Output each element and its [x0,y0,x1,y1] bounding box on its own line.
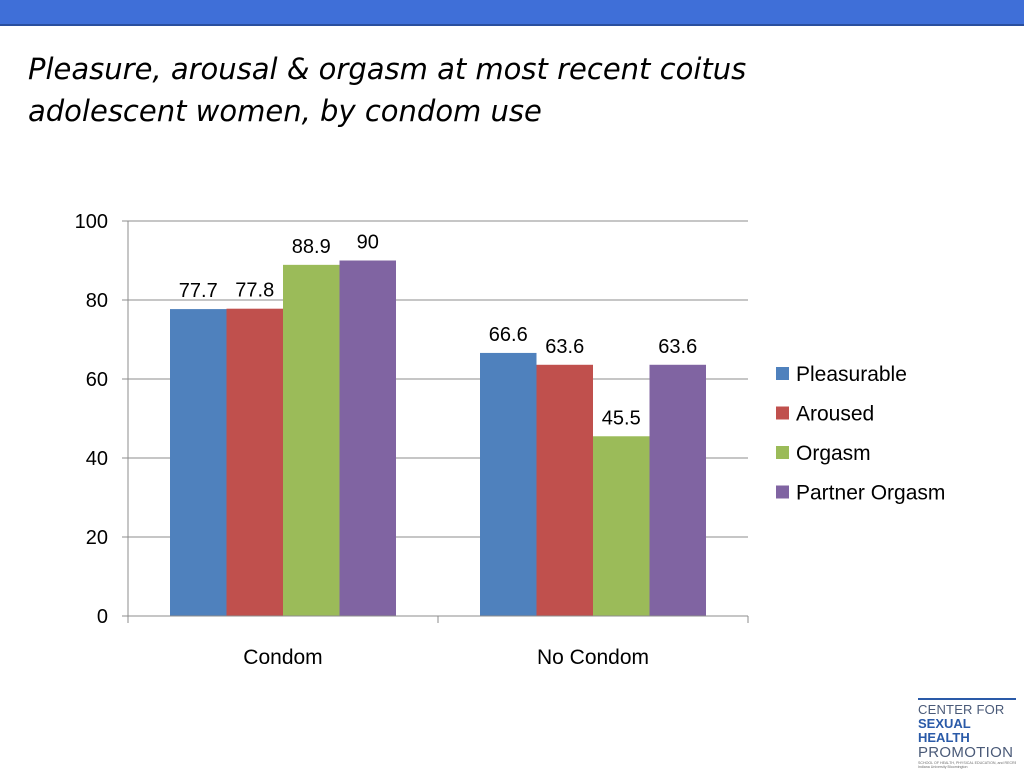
logo-subtitle-1: SCHOOL OF HEALTH, PHYSICAL EDUCATION, an… [918,761,1016,765]
legend-swatch-orgasm [776,446,789,459]
slide-title-line-2: adolescent women, by condom use [28,94,542,128]
y-tick-label-80: 80 [86,290,108,312]
bar-orgasm-condom [283,264,340,616]
data-label-aroused-no-condom: 63.6 [545,336,584,358]
bar-orgasm-no-condom [593,436,650,616]
y-tick-label-100: 100 [75,211,108,233]
data-label-aroused-condom: 77.8 [235,280,274,302]
slide-title: Pleasure, arousal & orgasm at most recen… [28,48,928,132]
bar-aroused-condom [226,308,283,616]
x-category-label-no-condom: No Condom [537,646,649,669]
y-tick-label-0: 0 [97,606,108,628]
legend-label-partner-orgasm: Partner Orgasm [796,482,945,505]
data-label-partner-orgasm-no-condom: 63.6 [658,336,697,358]
y-tick-label-60: 60 [86,369,108,391]
legend-label-orgasm: Orgasm [796,442,871,465]
legend-label-aroused: Aroused [796,403,874,426]
data-label-partner-orgasm-condom: 90 [357,232,379,254]
data-label-pleasurable-condom: 77.7 [179,280,218,302]
logo-line-3: PROMOTION [918,744,1014,761]
bar-pleasurable-condom [170,309,227,616]
legend-swatch-pleasurable [776,367,789,380]
data-label-pleasurable-no-condom: 66.6 [489,324,528,346]
slide-title-line-1: Pleasure, arousal & orgasm at most recen… [28,52,747,86]
y-tick-label-40: 40 [86,448,108,470]
header-bar [0,0,1024,26]
legend-swatch-aroused [776,406,789,420]
logo-line-2: SEXUAL HEALTH [918,716,971,745]
data-label-orgasm-no-condom: 45.5 [602,407,641,429]
logo-rule [918,698,1016,700]
logo-line-1: CENTER FOR [918,702,1005,717]
center-logo: CENTER FOR SEXUAL HEALTH PROMOTION SCHOO… [918,696,1016,769]
bar-aroused-no-condom [536,364,593,616]
bar-partner-orgasm-no-condom [649,364,706,616]
x-category-label-condom: Condom [243,646,322,669]
logo-subtitle-2: Indiana University Bloomington [918,765,968,769]
legend-swatch-partner-orgasm [776,485,789,499]
y-tick-label-20: 20 [86,527,108,549]
bar-pleasurable-no-condom [480,352,537,616]
data-label-orgasm-condom: 88.9 [292,236,331,258]
bar-partner-orgasm-condom [339,260,396,616]
legend-label-pleasurable: Pleasurable [796,363,907,386]
